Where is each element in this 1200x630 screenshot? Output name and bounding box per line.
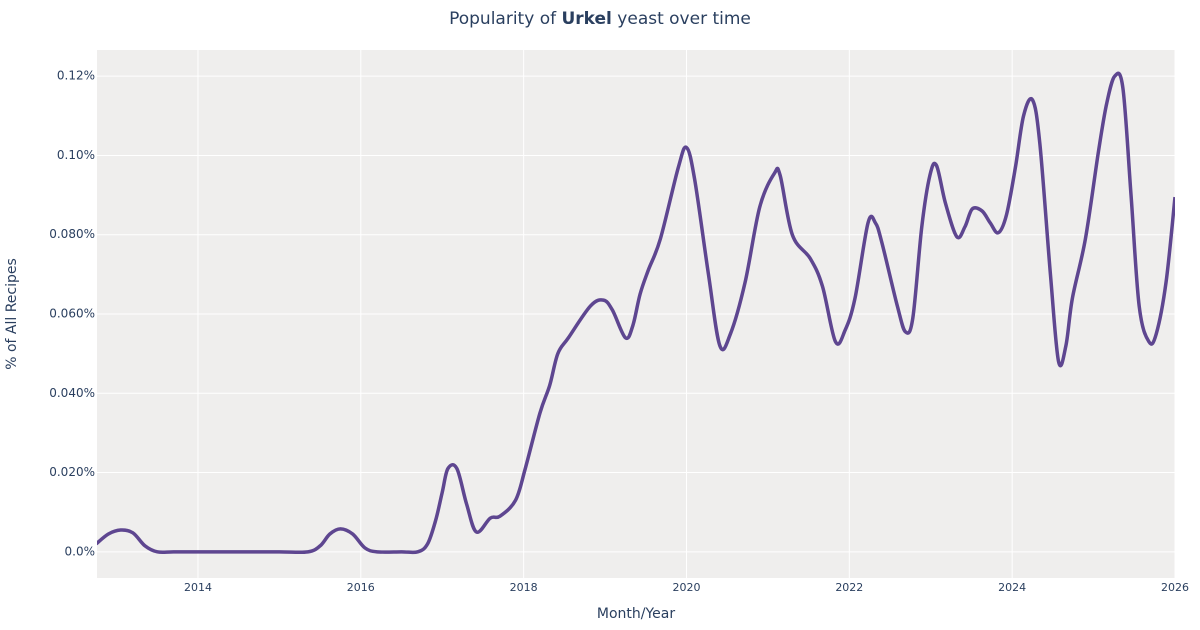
x-tick-label: 2014 [184,581,212,594]
title-part: Urkel [561,9,611,29]
x-tick-label: 2022 [835,581,863,594]
title-part: Popularity of [449,9,561,29]
x-tick-label: 2018 [510,581,538,594]
y-tick-label: 0.020% [49,465,95,479]
x-tick-label: 2016 [347,581,375,594]
x-tick-label: 2026 [1161,581,1189,594]
grid [97,50,1176,578]
line [97,71,1175,555]
y-tick-label: 0.060% [49,307,95,321]
chart-title: Popularity of Urkel yeast over time [449,9,751,29]
x-tick-label: 2024 [998,581,1026,594]
x-tick-label: 2020 [672,581,700,594]
lines [97,71,1175,555]
y-tick-label: 0.080% [49,227,95,241]
y-tick-label: 0.040% [49,386,95,400]
y-axis-title: % of All Recipes [4,258,20,370]
title-part: yeast over time [612,9,751,29]
y-tick-label: 0.12% [57,69,95,83]
y-tick-label: 0.0% [65,544,96,558]
x-axis-title: Month/Year [597,606,675,622]
y-tick-label: 0.10% [57,148,95,162]
